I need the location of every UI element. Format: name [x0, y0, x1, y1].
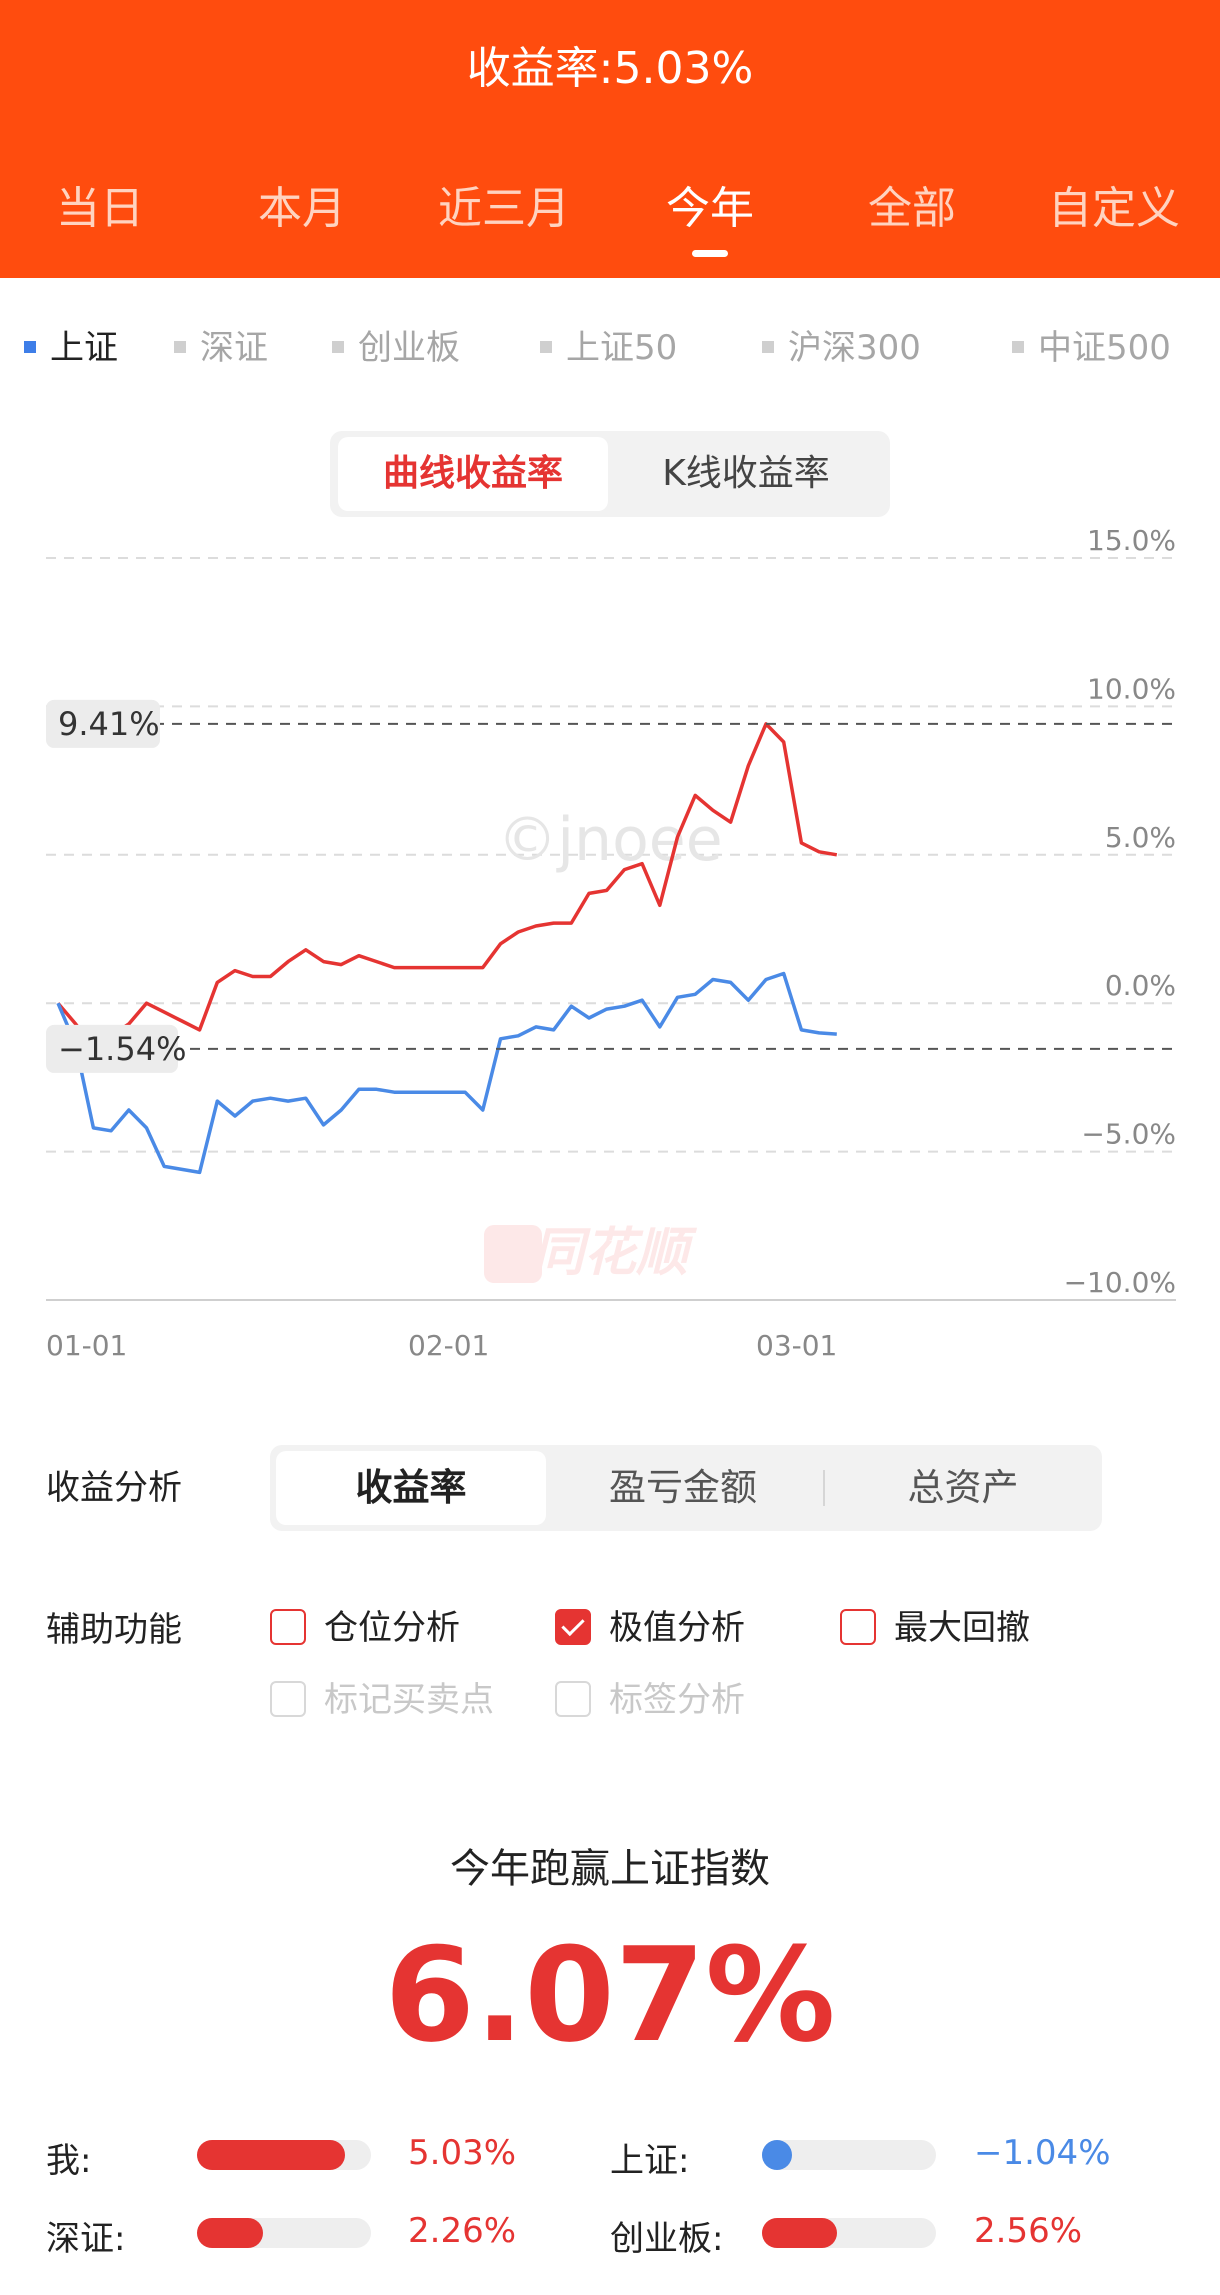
tab-custom[interactable]: 自定义	[1048, 183, 1180, 234]
stat-bar-fill	[762, 2218, 837, 2248]
legend-square-icon	[24, 340, 36, 353]
chart-mode-toggle: 曲线收益率 K线收益率	[330, 431, 890, 517]
stat-label-sse: 上证:	[610, 2141, 690, 2181]
watermark-text: ©jnoee	[497, 805, 722, 875]
tab-this-month[interactable]: 本月	[258, 183, 346, 234]
index-sse50[interactable]: 上证50	[540, 320, 677, 369]
checkbox-icon	[270, 1608, 306, 1645]
stat-value-chinext: 2.56%	[974, 2211, 1083, 2251]
legend-square-icon	[762, 340, 774, 353]
brand-logo-icon: 同花顺	[484, 1223, 698, 1283]
header-bar: 收益率:5.03% 当日 本月 近三月 今年 全部 自定义	[0, 0, 1220, 278]
beat-title: 今年跑赢上证指数	[450, 1846, 770, 1892]
checkbox-checked-icon	[555, 1608, 591, 1645]
legend-square-icon	[1012, 340, 1024, 353]
stat-bar-fill	[762, 2140, 792, 2170]
index-szse[interactable]: 深证	[174, 320, 268, 369]
checkbox-tag-analysis[interactable]: 标签分析	[555, 1672, 745, 1721]
x-tick-label: 01-01	[46, 1329, 127, 1360]
chart-watermark: ©jnoee 同花顺	[484, 805, 723, 1283]
aux-label: 辅助功能	[46, 1610, 182, 1650]
legend-square-icon	[540, 340, 552, 353]
checkbox-icon	[555, 1680, 591, 1717]
period-tabs: 当日 本月 近三月 今年 全部 自定义	[0, 172, 1220, 242]
extreme-label: −1.54%	[58, 1030, 186, 1068]
x-axis-ticks: 01-01 02-01 03-01	[46, 1329, 837, 1360]
y-tick-label: 15.0%	[1087, 524, 1176, 557]
return-rate-title: 收益率:5.03%	[466, 43, 754, 94]
stat-label-chinext: 创业板:	[610, 2219, 724, 2259]
chart-series	[56, 722, 838, 1175]
x-tick-label: 02-01	[408, 1329, 489, 1360]
checkbox-position-analysis[interactable]: 仓位分析	[270, 1600, 460, 1649]
checkbox-icon	[270, 1680, 306, 1717]
legend-square-icon	[332, 340, 344, 353]
x-tick-label: 03-01	[756, 1329, 837, 1360]
tab-three-months[interactable]: 近三月	[438, 183, 570, 234]
analysis-toggle: 收益率 盈亏金额 总资产	[270, 1445, 1102, 1531]
y-tick-label: 10.0%	[1087, 672, 1176, 705]
stat-bar-chinext	[762, 2218, 936, 2248]
index-csi300[interactable]: 沪深300	[762, 320, 921, 369]
stat-bar-fill	[197, 2140, 345, 2170]
series-line-sse	[56, 971, 837, 1175]
stat-bar-szse	[197, 2218, 371, 2248]
legend-square-icon	[174, 340, 186, 353]
tab-today[interactable]: 当日	[56, 183, 144, 234]
index-sse[interactable]: 上证	[24, 320, 118, 369]
analysis-return-rate-button[interactable]: 收益率	[276, 1451, 546, 1525]
stat-value-me: 5.03%	[408, 2133, 517, 2173]
checkbox-mark-trades[interactable]: 标记买卖点	[270, 1672, 494, 1721]
index-chinext[interactable]: 创业板	[332, 320, 460, 369]
stat-label-szse: 深证:	[46, 2219, 126, 2259]
checkbox-max-drawdown[interactable]: 最大回撤	[840, 1600, 1030, 1649]
series-line-me	[56, 722, 838, 1050]
extreme-label: 9.41%	[58, 705, 160, 743]
chart-annotations: 9.41% −1.54%	[46, 699, 1176, 1073]
curve-return-button[interactable]: 曲线收益率	[338, 437, 608, 511]
analysis-label: 收益分析	[46, 1468, 182, 1508]
checkbox-extreme-analysis[interactable]: 极值分析	[555, 1600, 745, 1649]
analysis-total-assets-button[interactable]: 总资产	[907, 1466, 1019, 1509]
chart-grid	[46, 557, 1176, 1301]
y-axis-ticks: 15.0% 10.0% 5.0% 0.0% −5.0% −10.0%	[1064, 524, 1176, 1299]
stat-label-me: 我:	[46, 2141, 92, 2181]
tab-this-year[interactable]: 今年	[666, 183, 754, 234]
y-tick-label: 5.0%	[1105, 821, 1176, 854]
index-selector: 上证 深证 创业板 上证50 沪深300 中证500	[0, 320, 1220, 376]
stat-bar-fill	[197, 2218, 263, 2248]
kline-return-button[interactable]: K线收益率	[662, 453, 830, 494]
y-tick-label: −10.0%	[1064, 1266, 1176, 1299]
active-tab-indicator	[692, 250, 728, 257]
y-tick-label: −5.0%	[1081, 1118, 1176, 1151]
return-chart: ©jnoee 同花顺 9.41% −1.54% 15.0% 10.0% 5.0% 0.0…	[46, 524, 1176, 1360]
segment-divider	[823, 1470, 825, 1506]
index-csi500[interactable]: 中证500	[1012, 320, 1171, 369]
stat-value-szse: 2.26%	[408, 2211, 517, 2251]
analysis-pnl-button[interactable]: 盈亏金额	[609, 1466, 757, 1509]
extreme-label-bg	[46, 1024, 178, 1073]
stat-value-sse: −1.04%	[974, 2133, 1111, 2173]
beat-value: 6.07%	[384, 1919, 836, 2071]
stat-bar-sse	[762, 2140, 936, 2170]
y-tick-label: 0.0%	[1105, 969, 1176, 1002]
checkbox-icon	[840, 1608, 876, 1645]
stat-bar-me	[197, 2140, 371, 2170]
tab-all[interactable]: 全部	[868, 183, 956, 234]
extreme-label-bg	[46, 699, 160, 748]
brand-logo-text: 同花顺	[532, 1223, 698, 1283]
